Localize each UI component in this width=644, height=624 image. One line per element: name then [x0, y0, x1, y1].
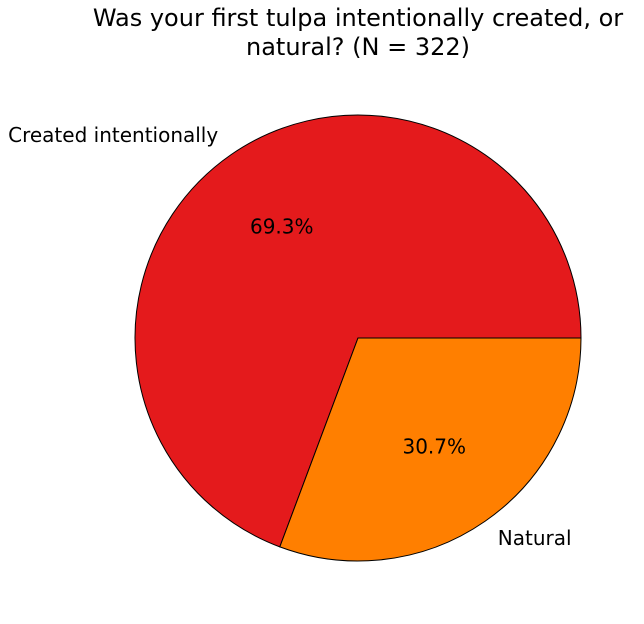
pie-slice	[279, 337, 582, 562]
pie-slice	[134, 114, 582, 548]
value-label: 69.3%	[250, 215, 314, 239]
chart-title: Was your first tulpa intentionally creat…	[92, 4, 624, 61]
category-label: Natural	[498, 526, 572, 550]
value-label: 30.7%	[402, 434, 466, 458]
category-label: Created intentionally	[8, 123, 218, 147]
